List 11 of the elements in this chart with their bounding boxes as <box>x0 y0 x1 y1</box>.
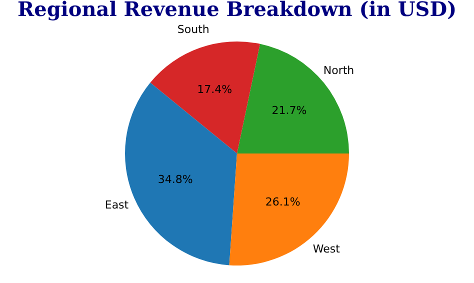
slice-label: West <box>312 242 341 256</box>
pie-slice <box>150 42 260 154</box>
data-label: 17.4% <box>197 83 232 96</box>
slice-label: East <box>104 198 130 212</box>
slice-label: North <box>323 64 354 77</box>
data-label: 21.7% <box>272 104 307 118</box>
data-label: 34.8% <box>158 173 193 186</box>
data-label: 26.1% <box>265 196 300 209</box>
pie-slice <box>229 154 349 266</box>
chart-title: Regional Revenue Breakdown (in USD) <box>17 0 457 21</box>
slice-label: South <box>177 22 210 36</box>
